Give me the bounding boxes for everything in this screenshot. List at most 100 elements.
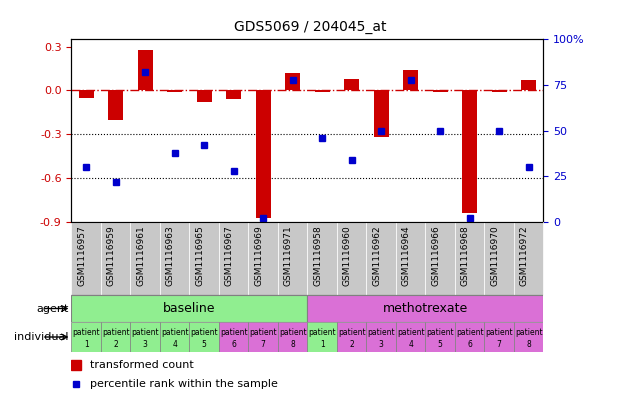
Bar	[307, 222, 337, 295]
Bar	[484, 322, 514, 352]
Bar	[492, 90, 507, 92]
Text: patient: patient	[486, 328, 513, 337]
Text: GSM1116960: GSM1116960	[343, 226, 351, 286]
Bar	[189, 222, 219, 295]
Bar	[130, 322, 160, 352]
Text: 8: 8	[290, 340, 295, 349]
Text: 5: 5	[202, 340, 207, 349]
Text: 2: 2	[349, 340, 354, 349]
Text: GSM1116971: GSM1116971	[284, 226, 292, 286]
Text: patient: patient	[250, 328, 277, 337]
Bar	[79, 90, 94, 98]
Text: 8: 8	[526, 340, 531, 349]
Bar	[256, 90, 271, 218]
Text: GSM1116966: GSM1116966	[431, 226, 440, 286]
Text: GSM1116972: GSM1116972	[520, 226, 528, 286]
Text: 6: 6	[467, 340, 472, 349]
Text: 4: 4	[172, 340, 177, 349]
Bar	[197, 90, 212, 102]
Bar	[307, 322, 337, 352]
Text: GSM1116959: GSM1116959	[107, 226, 116, 286]
Bar	[521, 80, 536, 90]
Bar	[462, 90, 477, 213]
Text: GSM1116964: GSM1116964	[402, 226, 410, 286]
Text: 3: 3	[379, 340, 384, 349]
Text: patient: patient	[279, 328, 306, 337]
Text: GSM1116957: GSM1116957	[77, 226, 86, 286]
Bar	[337, 322, 366, 352]
Text: patient: patient	[102, 328, 129, 337]
Bar	[396, 222, 425, 295]
Text: patient: patient	[368, 328, 395, 337]
Text: patient: patient	[161, 328, 188, 337]
Bar	[337, 222, 366, 295]
Bar	[219, 222, 248, 295]
Text: patient: patient	[220, 328, 247, 337]
Text: 7: 7	[261, 340, 266, 349]
Text: 2: 2	[113, 340, 118, 349]
Bar	[138, 50, 153, 90]
Bar	[71, 322, 101, 352]
Bar	[130, 222, 160, 295]
Bar	[425, 222, 455, 295]
Text: patient: patient	[456, 328, 483, 337]
Bar	[226, 90, 241, 99]
Bar	[433, 90, 448, 92]
Bar	[396, 322, 425, 352]
Bar	[71, 295, 307, 322]
Bar	[403, 70, 418, 90]
Text: 5: 5	[438, 340, 443, 349]
Bar	[189, 322, 219, 352]
Bar	[108, 90, 123, 120]
Text: patient: patient	[427, 328, 454, 337]
Bar	[374, 90, 389, 137]
Text: percentile rank within the sample: percentile rank within the sample	[90, 379, 278, 389]
Text: baseline: baseline	[163, 302, 215, 315]
Bar	[366, 222, 396, 295]
Text: patient: patient	[515, 328, 542, 337]
Text: methotrexate: methotrexate	[383, 302, 468, 315]
Text: GSM1116962: GSM1116962	[372, 226, 381, 286]
Bar	[160, 222, 189, 295]
Bar	[514, 222, 543, 295]
Bar	[167, 90, 182, 92]
Text: GSM1116961: GSM1116961	[136, 226, 145, 286]
Text: patient: patient	[132, 328, 159, 337]
Text: transformed count: transformed count	[90, 360, 194, 369]
Bar	[248, 222, 278, 295]
Bar	[315, 90, 330, 92]
Text: patient: patient	[338, 328, 365, 337]
Bar	[160, 322, 189, 352]
Bar	[307, 295, 543, 322]
Bar	[285, 73, 300, 90]
Text: 6: 6	[231, 340, 236, 349]
Text: patient: patient	[309, 328, 336, 337]
Text: 1: 1	[320, 340, 325, 349]
Text: 4: 4	[408, 340, 413, 349]
Text: GSM1116963: GSM1116963	[166, 226, 175, 286]
Text: GSM1116970: GSM1116970	[490, 226, 499, 286]
Text: 3: 3	[143, 340, 148, 349]
Bar	[219, 322, 248, 352]
Text: agent: agent	[36, 303, 68, 314]
Text: GSM1116965: GSM1116965	[195, 226, 204, 286]
Bar	[344, 79, 359, 90]
Text: patient: patient	[191, 328, 218, 337]
Bar	[278, 222, 307, 295]
Bar	[101, 222, 130, 295]
Text: GSM1116967: GSM1116967	[225, 226, 233, 286]
Text: 7: 7	[497, 340, 502, 349]
Bar	[366, 322, 396, 352]
Bar	[484, 222, 514, 295]
Text: 1: 1	[84, 340, 89, 349]
Text: GSM1116969: GSM1116969	[254, 226, 263, 286]
Bar	[101, 322, 130, 352]
Text: GDS5069 / 204045_at: GDS5069 / 204045_at	[234, 20, 387, 34]
Bar	[455, 222, 484, 295]
Bar	[514, 322, 543, 352]
Bar	[71, 222, 101, 295]
Bar	[425, 322, 455, 352]
Text: patient: patient	[397, 328, 424, 337]
Text: individual: individual	[14, 332, 68, 342]
Text: GSM1116968: GSM1116968	[461, 226, 469, 286]
